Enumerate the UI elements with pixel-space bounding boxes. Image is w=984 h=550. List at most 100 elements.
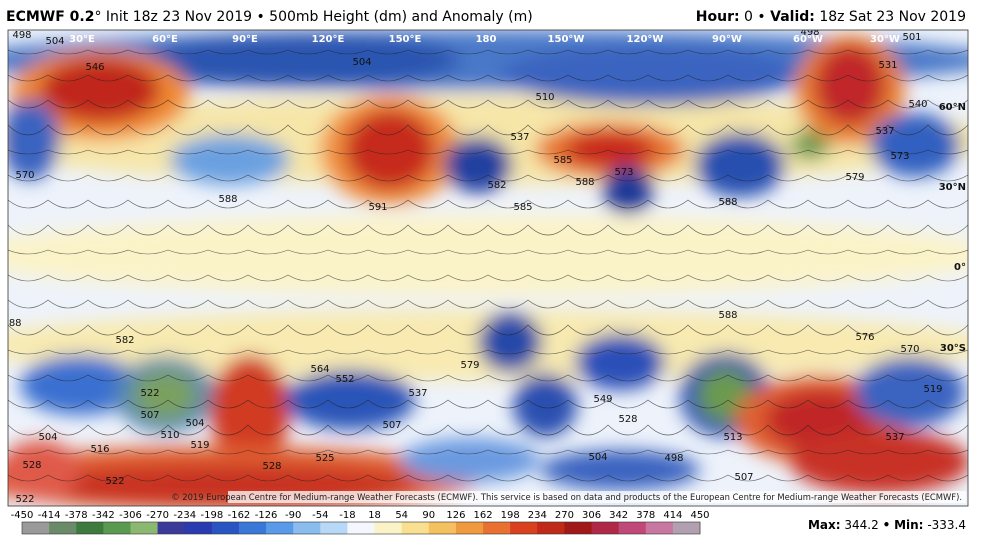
colorbar-segment — [184, 522, 213, 534]
longitude-label: 180 — [476, 34, 497, 45]
longitude-label: 120°W — [627, 34, 664, 45]
contour-label: 588 — [2, 318, 21, 329]
contour-label: 504 — [588, 452, 607, 463]
anomaly-area — [140, 32, 460, 88]
contour-label: 537 — [408, 388, 427, 399]
contour-line — [8, 324, 968, 336]
colorbar-segment — [537, 522, 565, 534]
contour-label: 585 — [513, 202, 532, 213]
anomaly-area — [575, 334, 665, 390]
contour-line — [8, 199, 968, 209]
model: ECMWF 0.2 — [6, 9, 94, 25]
contour-label: 522 — [15, 494, 34, 505]
contour-label: 519 — [923, 384, 942, 395]
anomaly-area — [133, 370, 197, 420]
longitude-label: 30°E — [69, 34, 95, 45]
colorbar-segment — [49, 522, 77, 534]
contour-label: 522 — [105, 476, 124, 487]
contour-label: 537 — [875, 126, 894, 137]
contour-line — [8, 149, 968, 155]
contour-line — [8, 74, 968, 82]
contour-label: 510 — [160, 430, 179, 441]
colorbar-tick-label: -18 — [339, 510, 355, 521]
anomaly-area — [20, 355, 140, 415]
colorbar-segment — [618, 522, 647, 534]
anomaly-area — [602, 166, 654, 214]
contour-label: 528 — [618, 414, 637, 425]
anomaly-area — [695, 133, 785, 197]
contour-label: 570 — [900, 344, 919, 355]
contour-label: 546 — [85, 62, 104, 73]
contour-label: 504 — [38, 432, 57, 443]
colorbar-tick-label: 270 — [555, 510, 574, 521]
anomaly-area — [870, 113, 960, 177]
anomaly-area — [40, 58, 160, 122]
anomaly-area — [815, 45, 885, 125]
min-label: Min: — [894, 518, 923, 532]
anomaly-area — [345, 110, 435, 190]
colorbar-segment — [672, 522, 701, 534]
latitude-label: 60°N — [939, 102, 966, 113]
colorbar-tick-label: -234 — [173, 510, 196, 521]
contour-label: 564 — [310, 364, 329, 375]
min: -333.4 — [927, 518, 966, 532]
colorbar-tick-label: 54 — [395, 510, 408, 521]
colorbar-tick-label: 162 — [473, 510, 492, 521]
contour-label: 549 — [593, 394, 612, 405]
contour-line — [8, 124, 968, 136]
contour-label: 579 — [460, 360, 479, 371]
colorbar-tick-label: -126 — [255, 510, 278, 521]
colorbar-tick-label: 378 — [636, 510, 655, 521]
colorbar-tick-label: -270 — [146, 510, 169, 521]
anomaly-area — [8, 440, 80, 500]
contour-label: 528 — [22, 460, 41, 471]
longitude-label: 60°E — [152, 34, 178, 45]
contour-line — [8, 399, 968, 409]
contour-line — [8, 424, 968, 436]
anomaly-area — [790, 430, 968, 494]
valid-info: Hour: 0 • Valid: 18z Sat 23 Nov 2019 — [696, 9, 966, 25]
contour-line — [8, 449, 968, 455]
colorbar-segment — [266, 522, 294, 534]
colorbar-tick-label: -378 — [65, 510, 88, 521]
colorbar-tick-label: -54 — [312, 510, 328, 521]
colorbar: -450 -414 -378 -342 -306 -270 -234 -198 -162 -126… — [11, 510, 710, 535]
anomaly-area — [8, 100, 60, 180]
colorbar-segment — [76, 522, 104, 534]
contour-label: 513 — [723, 432, 742, 443]
contour-label: 585 — [553, 155, 572, 166]
colorbar-segment — [483, 522, 511, 534]
colorbar-tick-label: 18 — [368, 510, 381, 521]
colorbar-segment — [320, 522, 348, 534]
colorbar-frame — [21, 521, 701, 535]
colorbar-tick-label: -90 — [285, 510, 301, 521]
contour-label: 576 — [855, 332, 874, 343]
colorbar-tick-label: 198 — [501, 510, 520, 521]
contour-label: 507 — [140, 410, 159, 421]
anomaly-area — [444, 137, 512, 193]
contours — [8, 49, 968, 482]
contour-label: 582 — [115, 335, 134, 346]
contour-label: 588 — [718, 310, 737, 321]
colorbar-tick-label: -306 — [119, 510, 142, 521]
contour-label: 504 — [185, 418, 204, 429]
colorbar-tick-label: 342 — [609, 510, 628, 521]
contour-label: 540 — [908, 99, 927, 110]
contour-label: 522 — [140, 388, 159, 399]
colorbar-segment — [428, 522, 457, 534]
hour: 0 — [744, 9, 753, 25]
anomaly-area — [478, 312, 542, 372]
contour-label: 504 — [352, 57, 371, 68]
labels: 30°E 60°E 90°E 120°E 150°E 180 150°W 120°W 90°W 6… — [2, 30, 966, 505]
contour-label: 525 — [315, 453, 334, 464]
contour-line — [8, 99, 968, 109]
valid-label: Valid: — [770, 9, 815, 25]
colorbar-segment — [374, 522, 403, 534]
contour-label: 570 — [15, 170, 34, 181]
colorbar-segment — [347, 522, 376, 534]
anomaly-area — [400, 438, 540, 482]
contour-line — [8, 274, 968, 282]
copyright: © 2019 European Centre for Medium-range … — [171, 492, 962, 502]
contour-label: 537 — [885, 432, 904, 443]
